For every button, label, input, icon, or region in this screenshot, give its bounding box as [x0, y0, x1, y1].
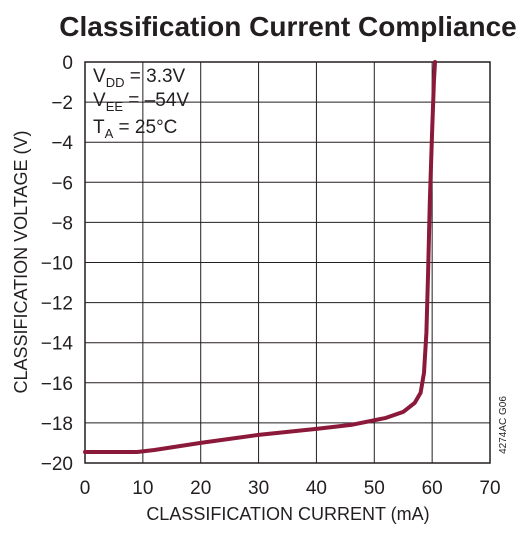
x-tick-label: 20 — [190, 478, 211, 499]
x-axis-label: CLASSIFICATION CURRENT (mA) — [146, 504, 429, 524]
annotation-1: VDD = 3.3V — [93, 66, 186, 90]
x-tick-label: 70 — [479, 478, 500, 499]
x-tick-label: 30 — [248, 478, 269, 499]
y-tick-label: −18 — [41, 414, 73, 435]
y-tick-label: 0 — [62, 53, 73, 74]
x-tick-labels: 0 10 20 30 40 50 60 70 — [80, 478, 501, 499]
y-tick-label: −10 — [41, 254, 73, 275]
y-tick-label: −2 — [51, 93, 73, 114]
plot-frame — [84, 61, 491, 464]
figure-id-label: 4274AC G06 — [498, 396, 509, 454]
x-tick-label: 50 — [364, 478, 385, 499]
x-tick-label: 10 — [132, 478, 153, 499]
annotation-3: TA = 25°C — [93, 117, 177, 141]
y-tick-label: −12 — [41, 294, 73, 315]
chart-title: Classification Current Compliance — [59, 11, 516, 42]
annotation-2: VEE = –54V — [93, 90, 189, 114]
x-tick-label: 40 — [306, 478, 327, 499]
y-tick-labels: 0 −2 −4 −6 −8 −10 −12 −14 −16 −18 −20 — [41, 53, 74, 475]
y-tick-label: −14 — [41, 334, 74, 355]
y-tick-label: −16 — [41, 374, 73, 395]
y-tick-label: −8 — [51, 213, 73, 234]
y-tick-label: −4 — [51, 133, 73, 154]
y-tick-label: −6 — [51, 173, 73, 194]
y-tick-label: −20 — [41, 454, 73, 475]
y-axis-label: CLASSIFICATION VOLTAGE (V) — [11, 130, 31, 393]
x-tick-label: 0 — [80, 478, 91, 499]
x-tick-label: 60 — [422, 478, 443, 499]
series-line — [83, 60, 437, 454]
